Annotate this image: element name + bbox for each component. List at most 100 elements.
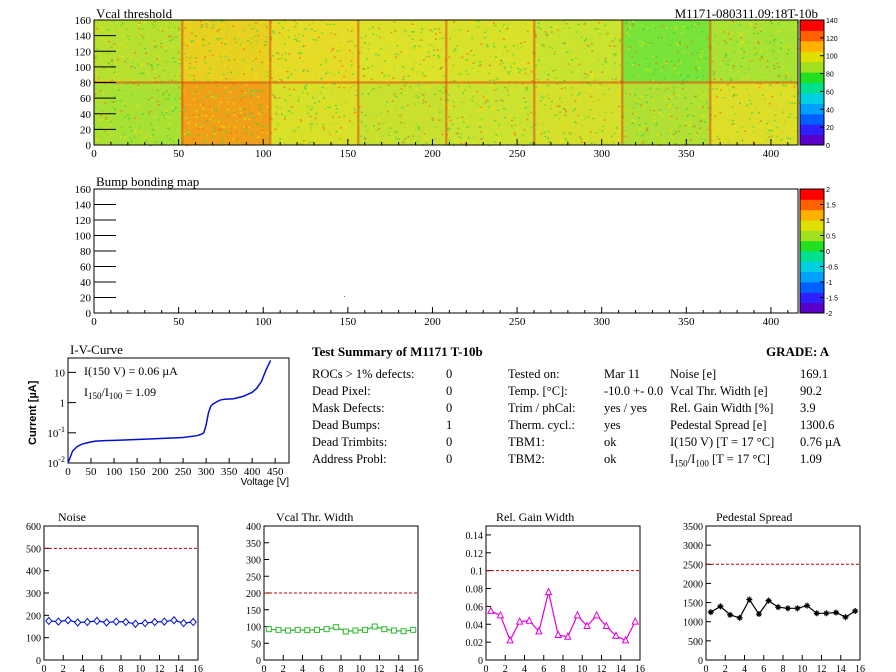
heatmap-speckle (282, 20, 285, 23)
heatmap-speckle (662, 51, 665, 53)
summary-col3-labels: Noise [e] Vcal Thr. Width [e] Rel. Gain … (670, 366, 774, 473)
heatmap-speckle (740, 32, 743, 34)
plot-point (381, 626, 388, 633)
heatmap-speckle (372, 33, 375, 36)
heatmap-speckle (296, 22, 299, 25)
heatmap-speckle (685, 108, 688, 110)
heatmap-speckle (206, 120, 209, 122)
heatmap-speckle (547, 73, 550, 76)
heatmap-speckle (124, 40, 127, 43)
heatmap-speckle (487, 106, 490, 108)
heatmap-speckle (243, 118, 246, 120)
heatmap-speckle (774, 119, 777, 122)
heatmap-speckle (775, 135, 778, 138)
heatmap-speckle (274, 128, 277, 131)
heatmap-speckle (96, 31, 99, 33)
heatmap-speckle (239, 99, 242, 102)
heatmap-speckle (97, 83, 100, 85)
heatmap-speckle (196, 77, 199, 79)
plot-point (804, 602, 811, 609)
heatmap-speckle (217, 37, 220, 40)
heatmap-speckle (265, 75, 268, 77)
heatmap-speckle (431, 119, 434, 121)
heatmap-speckle (655, 136, 658, 138)
heatmap-speckle (247, 126, 250, 128)
heatmap-speckle (631, 56, 634, 59)
heatmap-speckle (280, 53, 283, 55)
heatmap-speckle (743, 59, 746, 61)
heatmap-speckle (642, 133, 645, 136)
heatmap-speckle (687, 76, 690, 78)
heatmap-speckle (442, 58, 445, 60)
heatmap-speckle (144, 75, 147, 77)
plot-point (285, 627, 292, 634)
heatmap-speckle (229, 48, 232, 50)
heatmap-speckle (338, 86, 341, 89)
heatmap-speckle (309, 129, 312, 131)
heatmap-speckle (547, 130, 550, 133)
plot-xtick-label: 2 (503, 664, 508, 672)
heatmap-speckle (606, 32, 609, 35)
heatmap-speckle (133, 135, 136, 138)
heatmap-speckle (543, 71, 546, 73)
heatmap-speckle (473, 114, 476, 117)
heatmap-speckle (364, 35, 367, 37)
heatmap-speckle (550, 60, 553, 63)
heatmap-speckle (497, 143, 500, 146)
heatmap-speckle (402, 76, 405, 78)
heatmap-speckle (364, 114, 367, 116)
heatmap-speckle (274, 97, 277, 99)
heatmap-speckle (682, 25, 685, 28)
heatmap-speckle (631, 70, 634, 72)
heatmap-speckle (235, 130, 238, 133)
heatmap-speckle (114, 87, 117, 89)
heatmap-speckle (319, 92, 322, 94)
heatmap-speckle (747, 41, 750, 44)
heatmap-speckle (129, 137, 132, 139)
heatmap-speckle (740, 97, 743, 99)
heatmap-speckle (526, 118, 529, 121)
heatmap-speckle (337, 26, 340, 28)
heatmap-speckle (777, 75, 780, 78)
heatmap-speckle (332, 47, 335, 50)
heatmap-speckle (378, 27, 381, 30)
heatmap-speckle (447, 119, 450, 122)
heatmap-speckle (459, 73, 462, 75)
heatmap-speckle (280, 57, 283, 60)
palette-tick-label: -1 (826, 280, 832, 287)
heatmap-speckle (451, 101, 454, 104)
heatmap-speckle (530, 71, 533, 73)
palette-tick-label: 0 (826, 143, 830, 150)
heatmap-speckle (616, 53, 619, 55)
heatmap-speckle (375, 129, 378, 131)
heatmap-speckle (695, 69, 698, 72)
heatmap-speckle (347, 40, 350, 43)
heatmap-speckle (683, 144, 686, 147)
heatmap-speckle (386, 140, 389, 142)
heatmap-speckle (111, 79, 114, 82)
heatmap-speckle (331, 49, 334, 51)
heatmap-speckle (123, 100, 126, 103)
heatmap-speckle (352, 84, 355, 87)
heatmap-speckle (245, 117, 248, 119)
plot-ytick-label: 0.1 (471, 567, 484, 578)
heatmap-speckle (257, 90, 260, 92)
heatmap-speckle (110, 100, 113, 103)
heatmap-speckle (125, 89, 128, 92)
heatmap-speckle (239, 78, 242, 81)
heatmap-speckle (184, 53, 187, 55)
heatmap-speckle (255, 123, 258, 125)
heatmap-speckle (112, 20, 115, 23)
heatmap-speckle (111, 109, 114, 111)
heatmap-speckle (366, 101, 369, 104)
heatmap-speckle (702, 94, 705, 96)
heatmap-speckle (465, 70, 468, 72)
plot-ytick-label: 0.02 (466, 638, 484, 649)
heatmap-speckle (263, 83, 266, 85)
heatmap-speckle (105, 118, 108, 120)
heatmap-speckle (212, 23, 215, 26)
heatmap-speckle (437, 106, 440, 109)
heatmap-speckle (166, 135, 169, 137)
heatmap-speckle (138, 23, 141, 26)
heatmap-speckle (715, 87, 718, 90)
